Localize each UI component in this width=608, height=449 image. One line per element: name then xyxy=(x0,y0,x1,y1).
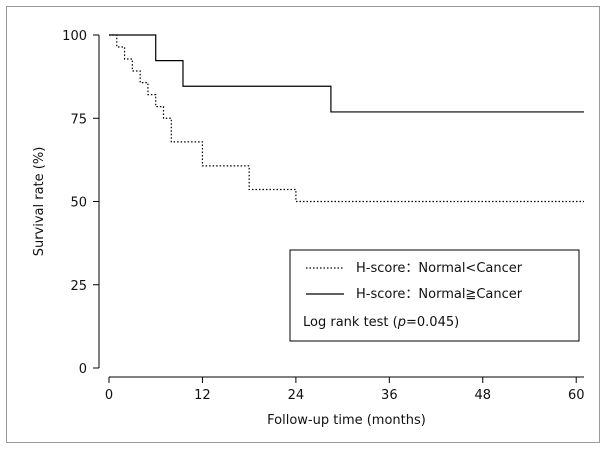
legend-label-normal-less-cancer: H-score：Normal<Cancer xyxy=(356,261,523,276)
y-tick-label: 100 xyxy=(62,29,87,44)
km-curve-normal-less-cancer xyxy=(109,34,584,203)
y-tick-label: 25 xyxy=(70,279,87,294)
y-tick-label: 0 xyxy=(79,362,87,377)
x-tick-label: 60 xyxy=(568,388,585,403)
legend-box xyxy=(289,249,580,342)
km-curve-normal-geq-cancer xyxy=(109,34,584,113)
x-tick-label: 0 xyxy=(105,388,113,403)
x-tick-label: 12 xyxy=(194,388,211,403)
annotation-prefix: Log rank test ( xyxy=(303,315,398,330)
y-axis-title: Survival rate (%) xyxy=(32,147,47,257)
y-ticks: 0 25 50 75 100 xyxy=(62,29,99,377)
x-axis-title: Follow-up time (months) xyxy=(267,413,426,428)
y-tick-label: 50 xyxy=(70,196,87,211)
x-tick-label: 24 xyxy=(288,388,305,403)
log-rank-annotation: Log rank test (p=0.045) xyxy=(303,315,459,330)
y-tick-label: 75 xyxy=(70,112,87,127)
annotation-suffix: =0.045) xyxy=(406,315,459,330)
x-ticks: 0 12 24 36 48 60 xyxy=(105,377,585,403)
x-tick-label: 36 xyxy=(381,388,398,403)
x-tick-label: 48 xyxy=(474,388,491,403)
legend-label-normal-geq-cancer: H-score：Normal≧Cancer xyxy=(356,287,523,302)
axes: 0 25 50 75 100 0 12 24 36 48 60 xyxy=(62,29,584,403)
annotation-p-symbol: p xyxy=(397,315,406,330)
figure-frame xyxy=(6,6,600,443)
legend: H-score：Normal<Cancer H-score：Normal≧Can… xyxy=(289,249,580,342)
series-layer xyxy=(109,34,584,203)
